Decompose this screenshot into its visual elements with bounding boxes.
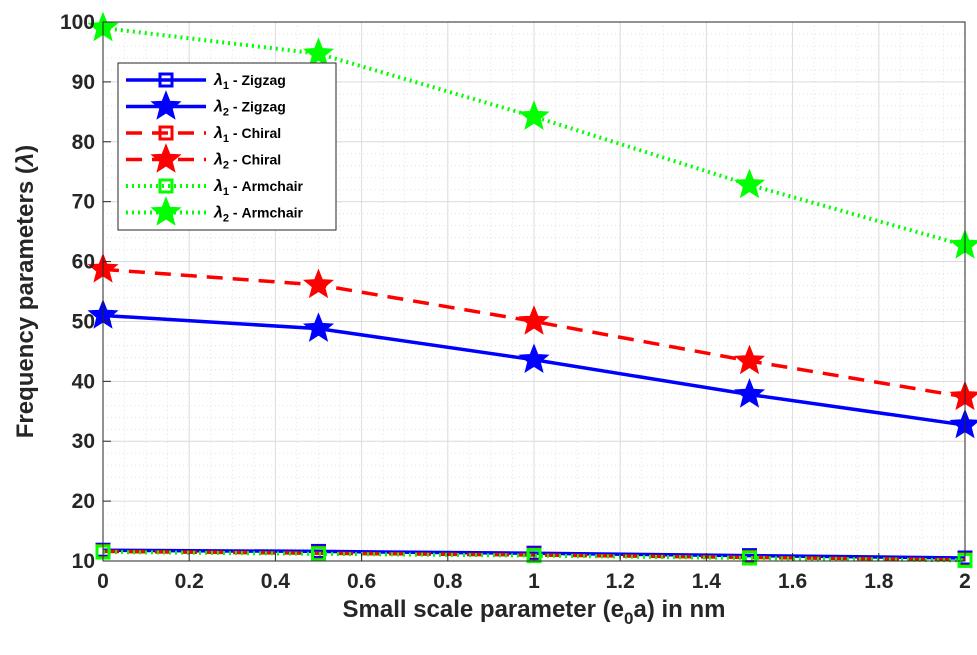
data-point [302, 268, 335, 299]
series-line [102, 26, 966, 248]
x-tick-label: 1.2 [606, 570, 635, 593]
legend-entry-1: λ1 - Zigzag [126, 72, 286, 92]
legend-entry-3: λ1 - Chiral [126, 125, 281, 145]
x-tick-label: 0.2 [175, 570, 204, 593]
legend-entry-4: λ2 - Chiral [126, 143, 281, 173]
x-tick-label: 0.8 [433, 570, 463, 593]
x-tick-label: 1.8 [864, 570, 894, 593]
legend-marker [150, 196, 182, 226]
data-point [518, 100, 550, 130]
data-point [733, 378, 766, 408]
x-tick-label: 2 [959, 570, 971, 593]
x-tick-label: 1.4 [692, 570, 722, 593]
data-point [302, 312, 335, 342]
legend-marker [150, 143, 182, 173]
y-tick-label: 40 [72, 370, 95, 393]
axes: 0 0.2 0.4 0.6 0.8 1 1.2 1.4 1.6 1.8 2 10 20 30 40 50 60 7… [12, 11, 971, 628]
legend-marker [158, 178, 174, 194]
legend-marker [158, 125, 174, 141]
series-6 [87, 11, 977, 259]
y-tick-label: 20 [72, 490, 95, 513]
legend-label: λ1 - Armchair [213, 178, 303, 198]
legend-entry-6: λ2 - Armchair [126, 196, 303, 226]
y-tick-label: 50 [72, 310, 95, 333]
x-tick-label: 1.6 [778, 570, 807, 593]
data-point [311, 546, 326, 562]
x-tick-label: 0 [97, 570, 109, 593]
legend: λ1 - Zigzag λ2 - Zigzag λ1 - Chiral λ2 - Ch… [117, 62, 337, 231]
data-point [518, 305, 550, 335]
data-point [733, 344, 766, 375]
y-tick-label: 30 [72, 430, 95, 453]
data-point [302, 37, 335, 67]
legend-entry-5: λ1 - Armchair [126, 178, 303, 198]
x-tick-label: 0.4 [261, 570, 291, 593]
y-tick-label: 80 [72, 131, 95, 154]
data-point [518, 343, 550, 374]
legend-label: λ1 - Zigzag [213, 72, 286, 92]
legend-marker [150, 90, 182, 120]
legend-label: λ2 - Chiral [213, 152, 281, 172]
y-tick-label: 100 [60, 11, 95, 34]
y-tick-label: 70 [72, 191, 95, 214]
y-tick-label: 90 [72, 71, 95, 94]
legend-marker [158, 72, 174, 88]
data-point [733, 168, 766, 199]
legend-label: λ2 - Armchair [213, 205, 303, 225]
legend-box [117, 62, 337, 231]
legend-label: λ1 - Chiral [213, 125, 281, 145]
legend-entry-2: λ2 - Zigzag [126, 90, 286, 120]
series-line [102, 267, 966, 399]
data-point [526, 548, 542, 564]
x-axis-label: Small scale parameter (e0a) in nm [343, 596, 726, 628]
x-tick-label: 0.6 [347, 570, 376, 593]
legend-label: λ2 - Zigzag [213, 99, 286, 119]
y-tick-label: 60 [72, 251, 95, 274]
data-point [742, 550, 757, 566]
x-tick-label: 1 [528, 570, 540, 593]
y-axis-label: Frequency parameters (λ) [12, 145, 39, 438]
y-tick-label: 10 [72, 550, 95, 573]
